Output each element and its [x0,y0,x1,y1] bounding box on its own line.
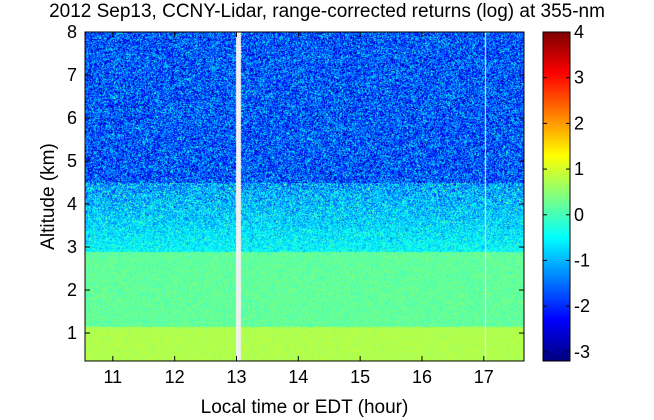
y-tick-label: 7 [67,65,77,85]
y-axis: 1 2 3 4 5 6 7 8 [67,22,524,343]
colorbar-frame [542,31,571,362]
chart-title: 2012 Sep13, CCNY-Lidar, range-corrected … [49,1,605,22]
y-tick-label: 6 [67,108,77,128]
colorbar-tick-label: 0 [574,205,584,225]
y-tick-label: 8 [67,22,77,42]
x-tick-label: 11 [103,367,122,387]
colorbar-tick-label: 2 [574,113,584,133]
colorbar [542,31,571,362]
heatmap-image [85,32,524,361]
x-tick-label: 13 [226,367,246,387]
y-tick-label: 1 [67,323,77,343]
y-tick-label: 4 [67,194,77,214]
colorbar-tick-label: 3 [574,68,584,88]
colorbar-tick-label: -3 [574,342,590,362]
y-tick-label: 5 [67,151,77,171]
colorbar-tick-label: -1 [574,250,590,270]
colorbar-tick-label: 4 [574,22,584,42]
x-tick-label: 17 [474,367,494,387]
x-tick-label: 12 [165,367,185,387]
x-axis-label: Local time or EDT (hour) [201,397,409,418]
colorbar-tick-label: -2 [574,296,590,316]
heatmap-raster [85,32,524,361]
x-tick-label: 16 [412,367,432,387]
colorbar-gradient [543,32,570,361]
y-tick-label: 2 [67,280,77,300]
x-tick-label: 14 [288,367,308,387]
colorbar-axis: 4 3 2 1 0 -1 -2 -3 [543,22,590,362]
y-tick-label: 3 [67,237,77,257]
y-axis-label: Altitude (km) [38,143,59,250]
x-axis: 11 12 13 14 15 16 17 [103,32,494,387]
plot-frame [84,31,525,362]
x-tick-label: 15 [350,367,370,387]
colorbar-tick-label: 1 [574,159,584,179]
